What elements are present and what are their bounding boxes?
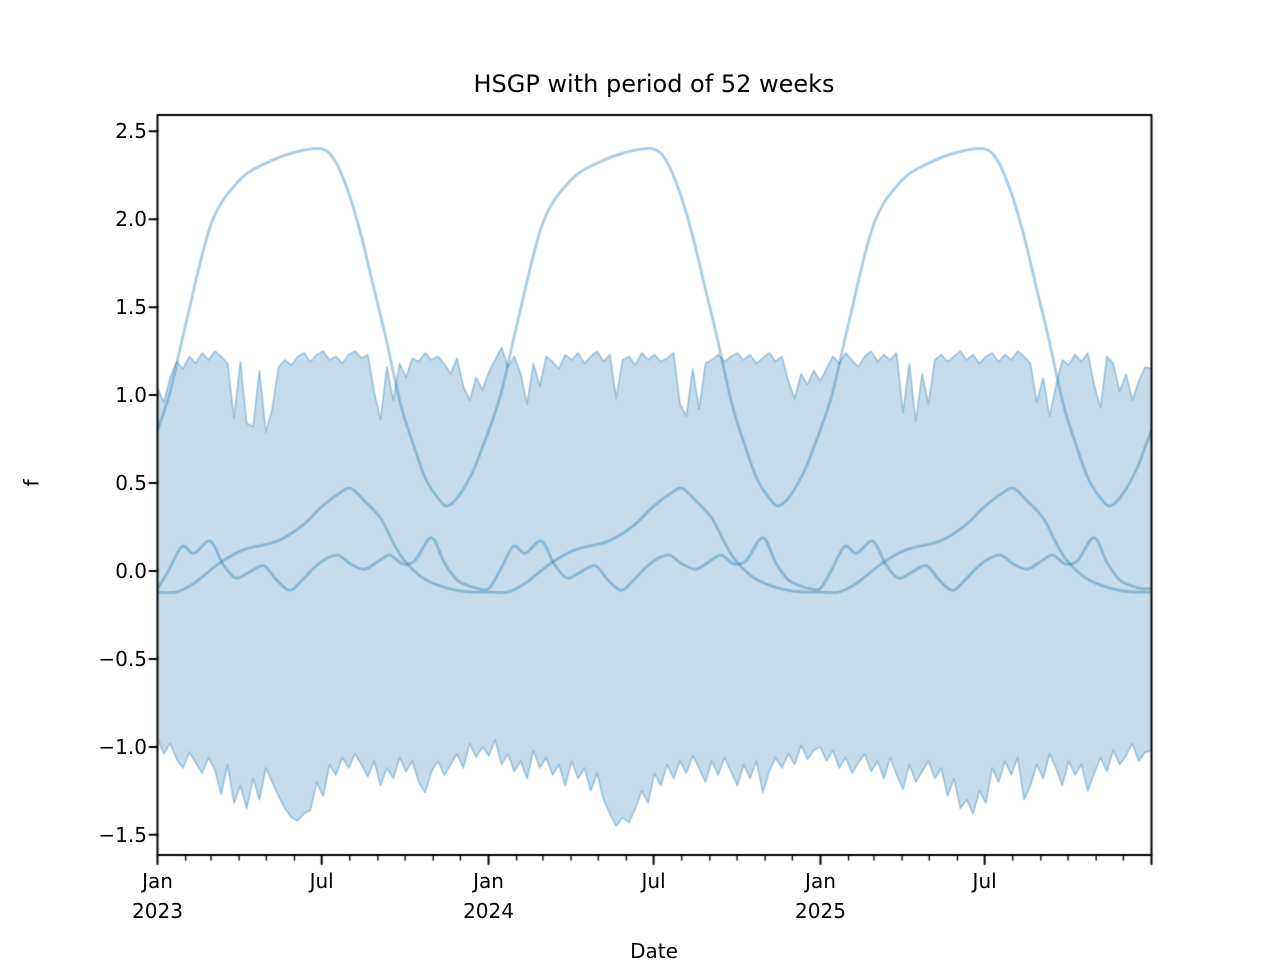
y-axis-tick-label: −1.0 <box>98 734 147 759</box>
y-axis-label: f <box>19 479 44 487</box>
x-tick-month: Jul <box>972 869 997 893</box>
x-axis-tick-label: Jul <box>973 866 997 896</box>
x-tick-month: Jul <box>309 869 334 893</box>
y-axis-tick-label: −1.5 <box>98 822 147 847</box>
y-axis-tick-label: −0.5 <box>98 646 147 671</box>
x-axis-tick-label: Jul <box>642 866 666 896</box>
x-tick-year: 2024 <box>463 899 514 923</box>
x-axis-label: Date <box>630 939 678 963</box>
x-axis-tick-label: Jan 2023 <box>132 866 183 926</box>
x-tick-month: Jan <box>473 869 504 893</box>
x-tick-month: Jan <box>142 869 173 893</box>
x-axis-tick-label: Jan 2025 <box>795 866 846 926</box>
y-axis-tick-label: 1.0 <box>115 383 147 408</box>
y-axis-tick-label: 0.5 <box>115 471 147 496</box>
y-axis-tick-label: 2.5 <box>115 119 147 144</box>
x-axis-tick-label: Jul <box>310 866 334 896</box>
y-axis-tick-label: 0.0 <box>115 559 147 583</box>
x-tick-month: Jan <box>805 869 836 893</box>
y-axis-tick-label: 1.5 <box>115 295 147 320</box>
x-tick-year: 2023 <box>132 899 183 923</box>
x-tick-month: Jul <box>641 869 666 893</box>
x-axis-tick-label: Jan 2024 <box>463 866 514 926</box>
chart-title: HSGP with period of 52 weeks <box>473 70 835 98</box>
y-axis-tick-label: 2.0 <box>115 207 147 232</box>
x-tick-year: 2025 <box>795 899 846 923</box>
